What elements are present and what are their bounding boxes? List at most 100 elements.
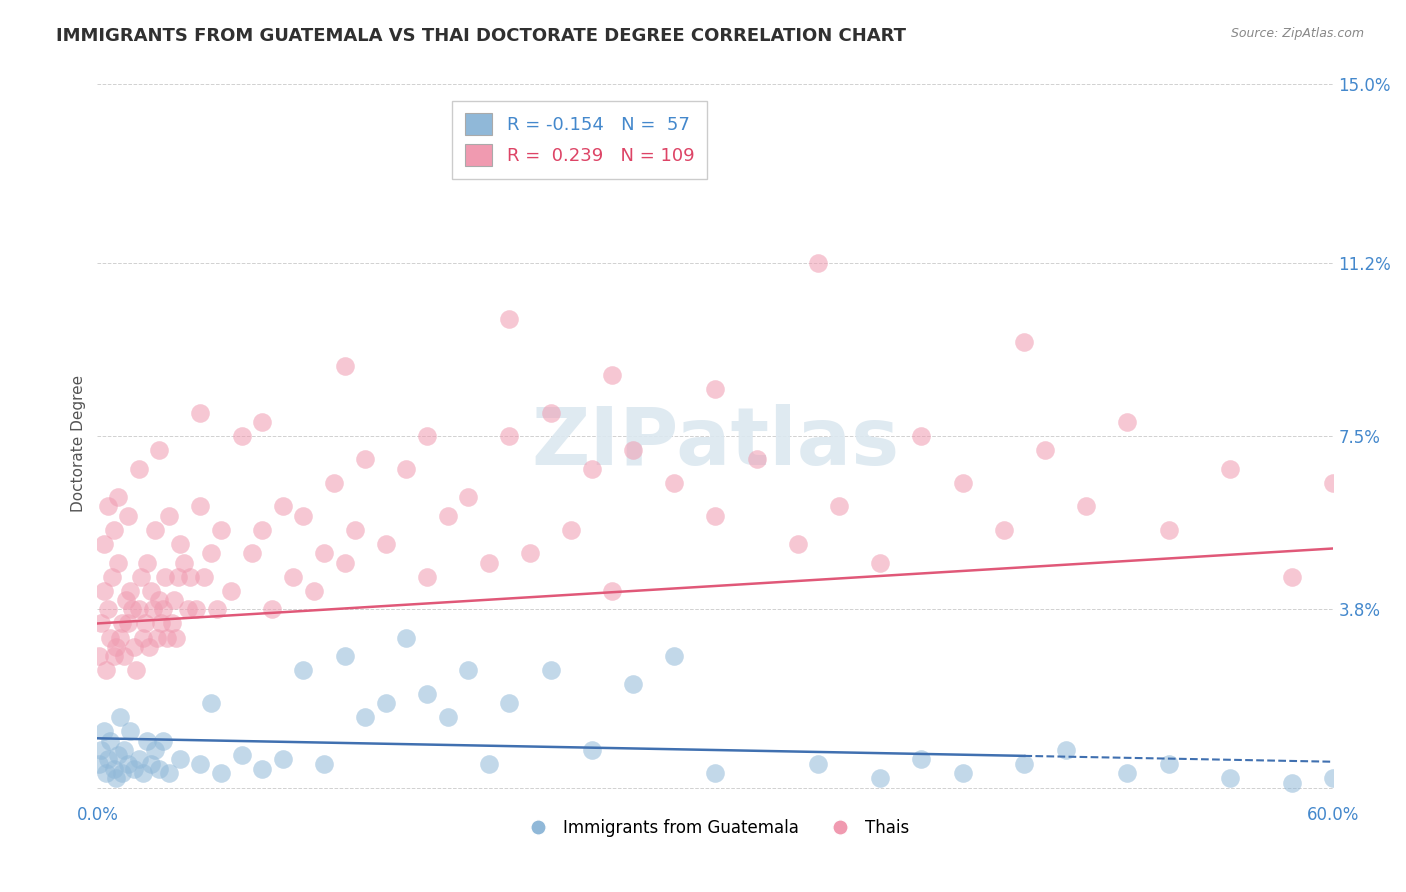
Point: [1054, 743, 1077, 757]
Point: [1281, 569, 1303, 583]
Point: [1033, 443, 1056, 458]
Point: [148, 443, 170, 458]
Point: [108, 631, 131, 645]
Point: [1322, 771, 1344, 785]
Point: [97, 500, 120, 514]
Point: [581, 462, 603, 476]
Point: [142, 602, 165, 616]
Point: [952, 766, 974, 780]
Point: [993, 523, 1015, 537]
Point: [540, 663, 562, 677]
Point: [457, 663, 479, 677]
Point: [416, 429, 439, 443]
Point: [250, 762, 273, 776]
Point: [173, 556, 195, 570]
Point: [117, 508, 139, 523]
Point: [169, 537, 191, 551]
Point: [312, 757, 335, 772]
Point: [131, 631, 153, 645]
Point: [100, 569, 122, 583]
Point: [302, 583, 325, 598]
Point: [1219, 771, 1241, 785]
Point: [152, 733, 174, 747]
Point: [150, 616, 173, 631]
Point: [103, 762, 125, 776]
Point: [581, 743, 603, 757]
Point: [519, 546, 541, 560]
Point: [498, 311, 520, 326]
Point: [745, 452, 768, 467]
Point: [177, 602, 200, 616]
Point: [131, 766, 153, 780]
Point: [1014, 757, 1036, 772]
Point: [103, 523, 125, 537]
Point: [186, 602, 208, 616]
Point: [910, 429, 932, 443]
Point: [374, 537, 396, 551]
Point: [1219, 462, 1241, 476]
Point: [478, 556, 501, 570]
Text: IMMIGRANTS FROM GUATEMALA VS THAI DOCTORATE DEGREE CORRELATION CHART: IMMIGRANTS FROM GUATEMALA VS THAI DOCTOR…: [56, 27, 907, 45]
Point: [910, 752, 932, 766]
Point: [200, 546, 222, 560]
Point: [323, 475, 346, 490]
Point: [188, 405, 211, 419]
Point: [93, 583, 115, 598]
Point: [952, 475, 974, 490]
Point: [98, 733, 121, 747]
Point: [97, 602, 120, 616]
Point: [135, 556, 157, 570]
Point: [155, 569, 177, 583]
Point: [93, 724, 115, 739]
Point: [312, 546, 335, 560]
Point: [139, 583, 162, 598]
Point: [112, 743, 135, 757]
Point: [94, 766, 117, 780]
Point: [416, 569, 439, 583]
Point: [416, 687, 439, 701]
Point: [188, 500, 211, 514]
Point: [200, 696, 222, 710]
Point: [148, 593, 170, 607]
Point: [807, 255, 830, 269]
Point: [292, 663, 315, 677]
Point: [436, 508, 458, 523]
Point: [179, 569, 201, 583]
Point: [169, 752, 191, 766]
Point: [156, 631, 179, 645]
Point: [124, 640, 146, 654]
Point: [160, 616, 183, 631]
Point: [115, 593, 138, 607]
Point: [602, 368, 624, 382]
Point: [111, 616, 134, 631]
Point: [262, 602, 284, 616]
Point: [104, 640, 127, 654]
Point: [125, 663, 148, 677]
Point: [704, 382, 727, 396]
Legend: Immigrants from Guatemala, Thais: Immigrants from Guatemala, Thais: [515, 812, 917, 844]
Point: [135, 733, 157, 747]
Point: [540, 405, 562, 419]
Point: [560, 523, 582, 537]
Point: [498, 696, 520, 710]
Point: [704, 766, 727, 780]
Point: [1157, 757, 1180, 772]
Point: [93, 537, 115, 551]
Point: [1076, 500, 1098, 514]
Point: [281, 569, 304, 583]
Y-axis label: Doctorate Degree: Doctorate Degree: [72, 375, 86, 512]
Point: [395, 631, 418, 645]
Point: [621, 677, 644, 691]
Point: [354, 710, 377, 724]
Point: [128, 602, 150, 616]
Point: [374, 696, 396, 710]
Point: [112, 649, 135, 664]
Point: [498, 429, 520, 443]
Point: [162, 593, 184, 607]
Point: [143, 743, 166, 757]
Point: [333, 649, 356, 664]
Point: [1157, 523, 1180, 537]
Point: [807, 757, 830, 772]
Point: [250, 523, 273, 537]
Point: [89, 649, 111, 664]
